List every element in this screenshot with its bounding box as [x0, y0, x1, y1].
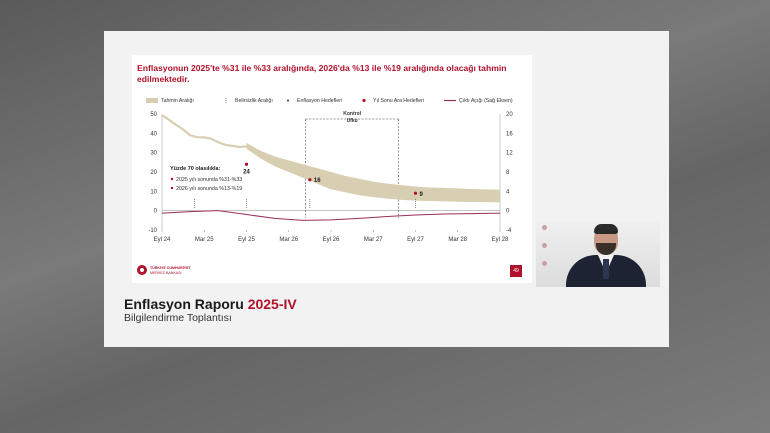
- x-tick-label: Eyl 25: [238, 237, 255, 243]
- report-title-main: Enflasyon Raporu: [124, 296, 244, 312]
- interim-target-label: 9: [420, 192, 424, 198]
- interim-target-point: [244, 162, 249, 166]
- interim-target-label: 16: [314, 178, 321, 184]
- y-tick-right: 12: [506, 151, 513, 157]
- forecast-band: [246, 143, 500, 203]
- y-tick-right: 20: [506, 112, 513, 118]
- logo-text-2: MERKEZ BANKASI: [150, 271, 182, 275]
- logo-text-1: TÜRKİYE CUMHURİYET: [150, 265, 192, 270]
- y-tick-right: 8: [506, 170, 510, 176]
- output-gap-line: [161, 210, 501, 221]
- control-horizon-label: Ufku: [347, 118, 358, 124]
- y-tick-left: 30: [150, 151, 157, 157]
- x-tick-label: Eyl 26: [323, 237, 340, 243]
- interim-target-point: [413, 191, 418, 195]
- legend-label: Enflasyon Hedefleri: [297, 98, 342, 104]
- report-title-accent: 2025-IV: [247, 296, 297, 312]
- x-tick-label: Eyl 24: [154, 237, 171, 243]
- inflation-forecast-chart: Tahmin Aralığı Belirsizlik Aralığı Enflasy…: [146, 98, 513, 243]
- probability-bullet: [170, 177, 174, 181]
- y-tick-right: -4: [506, 228, 512, 234]
- control-horizon-label: Kontrol: [343, 111, 361, 117]
- interim-target-label: 24: [243, 169, 250, 175]
- wall-emblem-icon: [542, 243, 547, 248]
- slide: Enflasyonun 2025'te %31 ile %33 aralığın…: [132, 55, 532, 283]
- y-tick-left: 50: [150, 112, 157, 118]
- y-tick-left: 40: [150, 131, 157, 137]
- x-tick-label: Eyl 28: [492, 237, 509, 243]
- legend-swatch-forecast-band: [146, 98, 158, 103]
- probability-line-2025: 2025 yılı sonunda %31-%33: [176, 177, 242, 183]
- x-tick-label: Mar 27: [364, 237, 383, 243]
- cbrt-logo: TÜRKİYE CUMHURİYET MERKEZ BANKASI: [136, 263, 196, 277]
- cbrt-emblem-icon: TÜRKİYE CUMHURİYET MERKEZ BANKASI: [137, 265, 192, 275]
- x-tick-label: Mar 26: [279, 237, 298, 243]
- interim-target-point: [308, 178, 312, 182]
- legend-label: Tahmin Aralığı: [161, 98, 194, 104]
- report-title: Enflasyon Raporu 2025-IV: [124, 296, 297, 312]
- legend-label: Yıl Sonu Ara Hedefleri: [373, 98, 424, 104]
- y-tick-right: 0: [506, 209, 510, 215]
- wall-emblem-icon: [542, 261, 547, 266]
- y-tick-left: -10: [148, 228, 157, 234]
- report-subtitle: Bilgilendirme Toplantısı: [124, 312, 232, 324]
- page-number-badge: 49: [510, 265, 522, 277]
- inflation-history-line: [161, 114, 247, 149]
- y-tick-left: 10: [150, 189, 157, 195]
- wall-emblem-icon: [542, 225, 547, 230]
- legend-label: Belirsizlik Aralığı: [235, 98, 273, 104]
- y-tick-right: 16: [506, 131, 513, 137]
- slide-title: Enflasyonun 2025'te %31 ile %33 aralığın…: [137, 63, 507, 84]
- legend-swatch-interim-target: [362, 98, 366, 103]
- speaker-video-feed: [536, 221, 660, 287]
- y-tick-left: 20: [150, 170, 157, 176]
- y-tick-right: 4: [506, 189, 510, 195]
- y-tick-left: 0: [154, 209, 158, 215]
- x-tick-label: Eyl 27: [407, 237, 424, 243]
- probability-line-2026: 2026 yılı sonunda %13-%19: [176, 186, 242, 192]
- probability-bullet: [170, 186, 174, 190]
- legend-label: Çıktı Açığı (Sağ Eksen): [459, 98, 513, 104]
- x-tick-label: Mar 25: [195, 237, 214, 243]
- legend-swatch-target: [287, 99, 289, 102]
- probability-heading: Yüzde 70 olasılıkla:: [170, 166, 221, 172]
- x-tick-label: Mar 28: [448, 237, 467, 243]
